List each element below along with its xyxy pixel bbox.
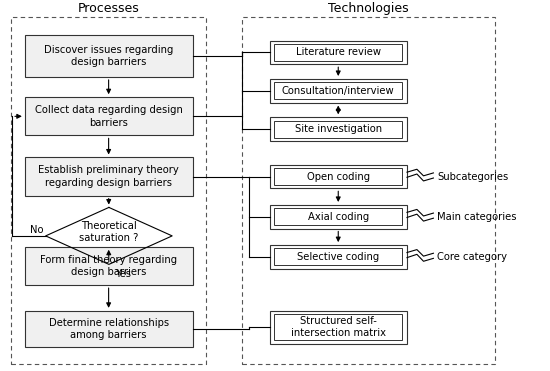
Bar	[25, 97, 192, 135]
Text: Establish preliminary theory
regarding design barriers: Establish preliminary theory regarding d…	[39, 165, 179, 188]
Text: Theoretical
saturation ?: Theoretical saturation ?	[79, 221, 139, 243]
Bar	[11, 17, 206, 364]
Text: Literature review: Literature review	[296, 47, 381, 58]
Bar	[25, 311, 192, 347]
Text: Discover issues regarding
design barriers: Discover issues regarding design barrier…	[44, 45, 173, 67]
Bar	[274, 121, 402, 138]
Text: Processes: Processes	[78, 2, 140, 15]
Text: Site investigation: Site investigation	[295, 124, 382, 134]
Bar	[270, 245, 407, 269]
Text: Yes: Yes	[116, 269, 131, 279]
Bar	[270, 79, 407, 103]
Bar	[242, 17, 495, 364]
Bar	[274, 168, 402, 185]
Text: Determine relationships
among barriers: Determine relationships among barriers	[48, 318, 169, 340]
Bar	[274, 314, 402, 340]
Text: Main categories: Main categories	[437, 212, 517, 222]
Bar	[25, 157, 192, 196]
Bar	[270, 165, 407, 188]
Text: Selective coding: Selective coding	[297, 252, 379, 262]
Text: No: No	[30, 226, 44, 236]
Bar	[274, 208, 402, 225]
Text: Form final theory regarding
design barriers: Form final theory regarding design barri…	[40, 255, 177, 277]
Bar	[25, 35, 192, 77]
Text: Consultation/interview: Consultation/interview	[282, 86, 394, 96]
Bar	[274, 82, 402, 99]
Bar	[270, 117, 407, 141]
Bar	[274, 248, 402, 266]
Bar	[25, 247, 192, 285]
Text: Subcategories: Subcategories	[437, 171, 509, 181]
Text: Technologies: Technologies	[328, 2, 409, 15]
Text: Axial coding: Axial coding	[307, 212, 369, 222]
Text: Open coding: Open coding	[307, 171, 370, 181]
Text: Structured self-
intersection matrix: Structured self- intersection matrix	[291, 316, 386, 338]
Bar	[274, 44, 402, 61]
Bar	[270, 205, 407, 229]
Text: Core category: Core category	[437, 252, 507, 262]
Text: Collect data regarding design
barriers: Collect data regarding design barriers	[35, 105, 183, 128]
Bar	[270, 40, 407, 64]
Bar	[270, 311, 407, 344]
